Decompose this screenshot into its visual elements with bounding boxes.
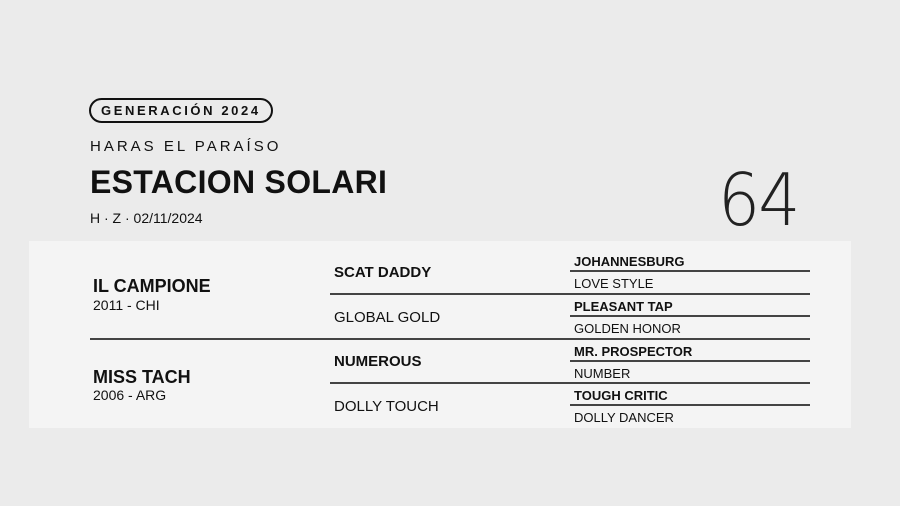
great-grandparent: JOHANNESBURG bbox=[574, 254, 685, 269]
great-grandparent: NUMBER bbox=[574, 366, 631, 381]
grandparent: GLOBAL GOLD bbox=[334, 309, 441, 326]
grandparent: NUMEROUS bbox=[334, 353, 422, 370]
divider bbox=[330, 382, 810, 384]
dam-name: MISS TACH bbox=[93, 367, 191, 387]
great-grandparent: DOLLY DANCER bbox=[574, 410, 674, 425]
great-grandparent: LOVE STYLE bbox=[574, 276, 654, 291]
horse-meta: H · Z · 02/11/2024 bbox=[90, 210, 203, 226]
great-grandparent: GOLDEN HONOR bbox=[574, 321, 681, 336]
sire-info: 2011 - CHI bbox=[93, 297, 160, 313]
haras-name: HARAS EL PARAÍSO bbox=[90, 138, 282, 155]
grandparent: SCAT DADDY bbox=[334, 264, 432, 281]
dam-info: 2006 - ARG bbox=[93, 387, 167, 403]
divider bbox=[570, 360, 810, 362]
divider bbox=[570, 270, 810, 272]
great-grandparent: PLEASANT TAP bbox=[574, 299, 673, 314]
great-grandparent: MR. PROSPECTOR bbox=[574, 344, 693, 359]
divider bbox=[90, 338, 810, 340]
sire-name: IL CAMPIONE bbox=[93, 276, 211, 296]
divider bbox=[570, 404, 810, 406]
great-grandparent: TOUGH CRITIC bbox=[574, 388, 668, 403]
pedigree-panel bbox=[29, 241, 851, 428]
generation-badge: GENERACIÓN 2024 bbox=[89, 98, 273, 123]
horse-name: ESTACION SOLARI bbox=[90, 164, 388, 200]
divider bbox=[330, 293, 810, 295]
grandparent: DOLLY TOUCH bbox=[334, 398, 439, 415]
lot-number: 64 bbox=[718, 158, 800, 242]
divider bbox=[570, 315, 810, 317]
